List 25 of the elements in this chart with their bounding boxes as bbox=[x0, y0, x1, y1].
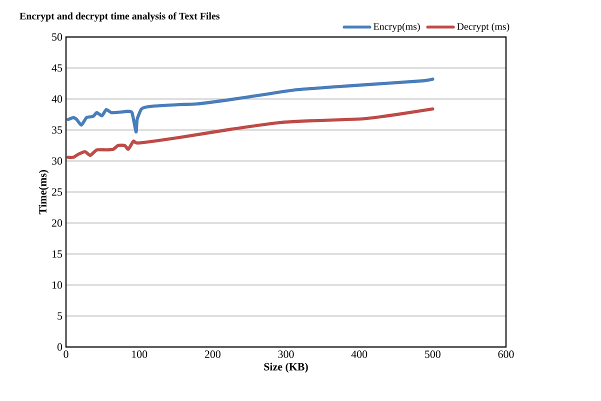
y-tick-label: 50 bbox=[52, 33, 62, 41]
legend-label: Encryp(ms) bbox=[374, 22, 420, 32]
x-tick-label: 500 bbox=[425, 350, 440, 358]
y-axis-title: Time(ms) bbox=[38, 170, 49, 214]
x-tick-label: 300 bbox=[278, 350, 294, 358]
line-series bbox=[66, 107, 434, 159]
x-tick-label: 200 bbox=[204, 350, 220, 358]
legend-label: Decrypt (ms) bbox=[457, 22, 510, 32]
y-tick-label: 30 bbox=[52, 157, 62, 165]
y-tick-label: 20 bbox=[52, 219, 62, 227]
chart-title: Encrypt and decrypt time analysis of Text Files bbox=[20, 12, 220, 22]
x-tick-label: 600 bbox=[498, 350, 514, 358]
x-tick-label: 0 bbox=[64, 350, 68, 358]
y-tick-label: 45 bbox=[52, 64, 62, 72]
x-tick-label: 100 bbox=[132, 350, 148, 358]
x-axis-title: Size (KB) bbox=[264, 362, 308, 373]
line-series bbox=[66, 78, 434, 134]
y-tick-label: 15 bbox=[52, 250, 62, 258]
y-tick-label: 35 bbox=[52, 126, 62, 134]
x-tick-label: 400 bbox=[351, 350, 368, 358]
y-tick-label: 25 bbox=[52, 188, 62, 196]
y-tick-label: 40 bbox=[52, 95, 62, 103]
y-tick-label: 5 bbox=[58, 312, 62, 320]
y-tick-label: 10 bbox=[52, 281, 62, 289]
y-tick-label: 0 bbox=[57, 343, 62, 351]
